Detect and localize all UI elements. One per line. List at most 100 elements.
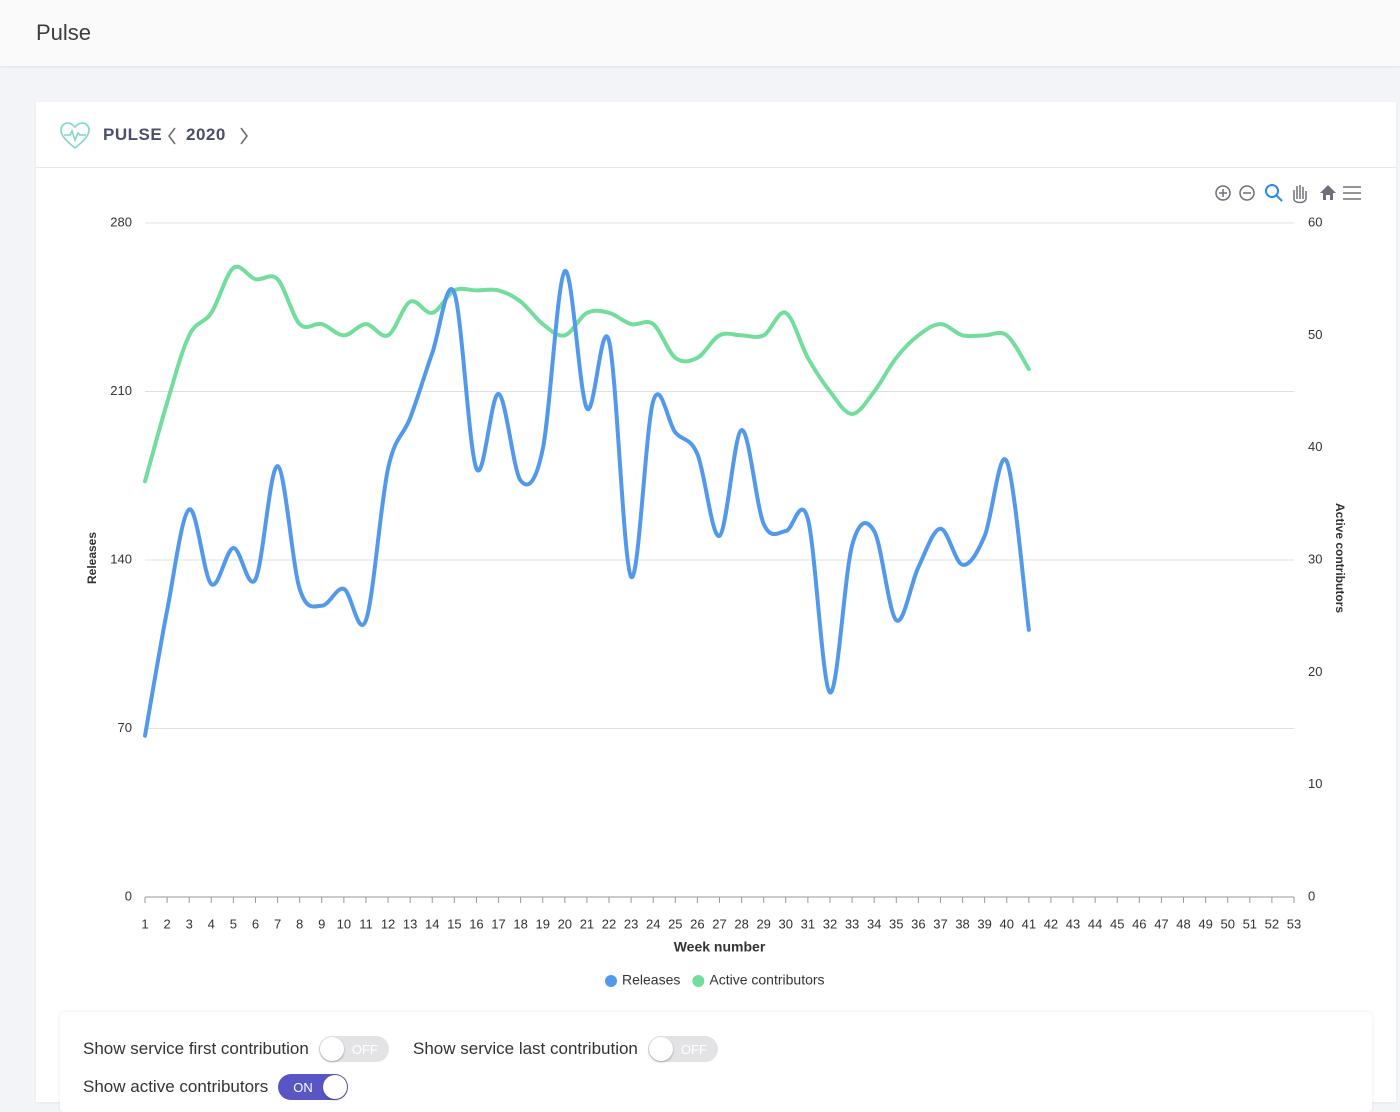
- x-tick-label: 10: [337, 916, 351, 931]
- x-tick-label: 17: [491, 916, 505, 931]
- toggle-control: Show active contributors ON: [83, 1074, 349, 1100]
- y2-tick-label: 50: [1308, 327, 1322, 342]
- reset[interactable]: [1320, 185, 1336, 200]
- x-tick-label: 39: [977, 916, 991, 931]
- series-line: [143, 269, 1031, 738]
- options-panel: Show service first contribution OFF Show s…: [60, 1012, 1372, 1112]
- x-tick-label: 26: [690, 916, 704, 931]
- zoom-in[interactable]: [1215, 185, 1231, 201]
- x-tick-label: 31: [801, 916, 815, 931]
- x-tick-label: 19: [535, 916, 549, 931]
- toggle-knob: [323, 1075, 348, 1099]
- pan[interactable]: [1293, 185, 1307, 204]
- x-tick-label: 25: [668, 916, 682, 931]
- x-tick-label: 36: [911, 916, 925, 931]
- x-tick-label: 5: [230, 916, 237, 931]
- x-tick-label: 49: [1198, 916, 1212, 931]
- x-tick-label: 18: [513, 916, 527, 931]
- y2-tick-label: 40: [1308, 439, 1322, 454]
- y-tick-label: 70: [118, 720, 132, 735]
- y-tick-label: 210: [110, 383, 132, 398]
- toggle-knob: [648, 1037, 673, 1061]
- toolbar: [1215, 184, 1361, 204]
- x-tick-label: 40: [1000, 916, 1014, 931]
- y-tick-label: 280: [110, 214, 132, 229]
- y2-tick-label: 60: [1308, 214, 1322, 229]
- y2-tick-label: 30: [1308, 551, 1322, 566]
- x-tick-label: 46: [1132, 916, 1146, 931]
- y2-tick-label: 20: [1308, 664, 1322, 679]
- toggle-switch[interactable]: OFF: [318, 1036, 389, 1062]
- x-tick-label: 3: [186, 916, 193, 931]
- legend-label: Active contributors: [709, 972, 824, 988]
- x-tick-label: 34: [867, 916, 881, 931]
- x-tick-label: 28: [734, 916, 748, 931]
- card-header: PULSE 2020: [36, 102, 1396, 168]
- toggle-label: Show active contributors: [83, 1077, 269, 1096]
- x-tick-label: 9: [318, 916, 325, 931]
- x-tick-label: 41: [1022, 916, 1036, 931]
- toggle-control: Show service last contribution OFF: [413, 1036, 718, 1062]
- legend-label: Releases: [622, 972, 680, 988]
- x-tick-label: 4: [208, 916, 215, 931]
- zoom-out[interactable]: [1239, 185, 1255, 201]
- legend-marker: [692, 975, 705, 987]
- card: PULSE 2020: [36, 102, 1396, 1102]
- x-tick-label: 51: [1243, 916, 1257, 931]
- card-title: PULSE: [103, 125, 163, 144]
- toggle-label: Show service first contribution: [83, 1039, 309, 1058]
- x-tick-label: 12: [381, 916, 395, 931]
- next-year[interactable]: [238, 126, 250, 146]
- prev-year[interactable]: [166, 126, 178, 146]
- toggle-switch[interactable]: ON: [278, 1074, 349, 1100]
- x-tick-label: 44: [1088, 916, 1102, 931]
- x-tick-label: 43: [1066, 916, 1080, 931]
- y-axis-title: Releases: [85, 532, 99, 584]
- x-tick-label: 1: [141, 916, 148, 931]
- x-tick-label: 50: [1220, 916, 1234, 931]
- x-tick-label: 21: [580, 916, 594, 931]
- x-tick-label: 16: [469, 916, 483, 931]
- toggle-knob: [319, 1037, 344, 1061]
- series-line: [143, 264, 1031, 484]
- toggle-state: ON: [293, 1080, 313, 1095]
- x-axis-title: Week number: [674, 939, 766, 955]
- x-tick-label: 20: [558, 916, 572, 931]
- toggle-control: Show service first contribution OFF: [83, 1036, 389, 1062]
- legend-marker: [605, 975, 617, 987]
- x-tick-label: 47: [1154, 916, 1168, 931]
- x-tick-label: 15: [447, 916, 461, 931]
- x-tick-label: 23: [624, 916, 638, 931]
- y-tick-label: 140: [110, 551, 132, 566]
- y-tick-label: 0: [125, 888, 132, 903]
- top-bar: Pulse: [0, 0, 1400, 66]
- x-tick-label: 30: [779, 916, 793, 931]
- x-tick-label: 33: [845, 916, 859, 931]
- x-tick-label: 42: [1044, 916, 1058, 931]
- x-tick-label: 6: [252, 916, 259, 931]
- x-tick-label: 32: [823, 916, 837, 931]
- x-tick-label: 24: [646, 916, 660, 931]
- x-tick-label: 11: [359, 916, 373, 931]
- x-tick-label: 29: [756, 916, 770, 931]
- x-tick-label: 8: [296, 916, 303, 931]
- toggle-state: OFF: [351, 1042, 378, 1057]
- x-tick-label: 37: [933, 916, 947, 931]
- toggle-state: OFF: [680, 1042, 707, 1057]
- x-tick-label: 52: [1265, 916, 1279, 931]
- year: 2020: [186, 125, 226, 144]
- x-tick-label: 14: [425, 916, 439, 931]
- zoom-select[interactable]: [1265, 184, 1283, 202]
- y2-tick-label: 0: [1308, 888, 1315, 903]
- x-tick-label: 38: [955, 916, 969, 931]
- toggle-label: Show service last contribution: [413, 1039, 638, 1058]
- x-tick-label: 35: [889, 916, 903, 931]
- menu[interactable]: [1343, 186, 1361, 200]
- x-tick-label: 48: [1176, 916, 1190, 931]
- page-title: Pulse: [36, 20, 92, 45]
- toggle-switch[interactable]: OFF: [647, 1036, 718, 1062]
- x-tick-label: 45: [1110, 916, 1124, 931]
- x-tick-label: 7: [274, 916, 281, 931]
